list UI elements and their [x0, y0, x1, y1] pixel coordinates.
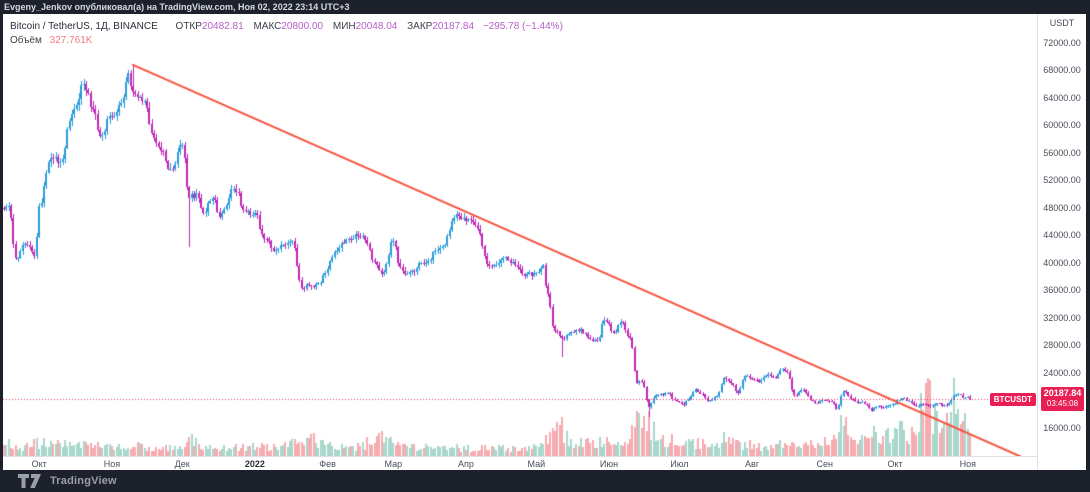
price-tick-label: 40000.00 — [1043, 257, 1081, 268]
symbol-price-flag-text: BTCUSDT — [993, 395, 1032, 404]
tradingview-logo-text: TradingView — [50, 475, 117, 487]
time-tick-label: Мар — [384, 459, 403, 469]
time-tick-label: Сен — [816, 459, 834, 469]
time-tick-label: Ноя — [103, 459, 121, 469]
time-tick-label: Окт — [31, 459, 47, 469]
time-axis[interactable]: Окт Ноя Дек 2022 Фев Мар Апр Май Июн Июл Авг Сен Окт… — [3, 456, 1037, 470]
low-label: МИН — [332, 21, 356, 32]
open-value: 20482.81 — [201, 21, 244, 32]
high-label: МАКС — [253, 21, 282, 32]
last-price-value: 20187.84 — [1043, 388, 1082, 398]
last-price-tag: 20187.84 03:45:08 — [1041, 387, 1084, 411]
symbol-title[interactable]: Bitcoin / TetherUS, 1Д, BINANCE — [10, 21, 158, 32]
change-value: −295.78 (−1.44%) — [482, 21, 563, 32]
price-tick-label: 72000.00 — [1043, 37, 1081, 48]
low-value: 20048.04 — [355, 21, 398, 32]
chart-legend: Bitcoin / TetherUS, 1Д, BINANCE ОТКР2048… — [10, 20, 563, 48]
tradingview-logo[interactable]: TradingView — [18, 474, 117, 488]
time-tick-label: Апр — [458, 459, 474, 469]
price-tick-label: 36000.00 — [1043, 285, 1081, 296]
price-tick-label: 32000.00 — [1043, 312, 1081, 323]
candle-countdown: 03:45:08 — [1046, 399, 1079, 408]
time-tick-label: Фев — [319, 459, 336, 469]
legend-symbol-row: Bitcoin / TetherUS, 1Д, BINANCE ОТКР2048… — [10, 20, 563, 34]
price-tick-label: 48000.00 — [1043, 202, 1081, 213]
time-tick-label: Дек — [174, 459, 190, 469]
price-tick-label: 68000.00 — [1043, 65, 1081, 76]
symbol-price-flag: BTCUSDT — [989, 393, 1036, 406]
close-label: ЗАКР — [407, 21, 433, 32]
price-tick-label: 24000.00 — [1043, 367, 1081, 378]
volume-label[interactable]: Объём — [10, 35, 42, 46]
tradingview-logo-icon — [18, 474, 41, 488]
price-tick-label: 44000.00 — [1043, 230, 1081, 241]
attribution-text: Evgeny_Jenkov опубликовал(а) на TradingV… — [4, 2, 350, 12]
price-axis-currency-label: USDT — [1049, 18, 1075, 28]
close-value: 20187.84 — [432, 21, 475, 32]
open-label: ОТКР — [175, 21, 202, 32]
price-chart-canvas[interactable] — [3, 14, 1037, 456]
volume-value: 327.761K — [49, 35, 93, 46]
time-tick-label: Май — [527, 459, 546, 469]
price-axis[interactable]: USDT 72000.00 68000.00 64000.00 60000.00 560… — [1037, 14, 1086, 470]
time-tick-label: Июл — [670, 459, 689, 469]
price-tick-label: 64000.00 — [1043, 92, 1081, 103]
time-tick-label: Ноя — [959, 459, 976, 469]
time-tick-label: Июн — [599, 459, 619, 469]
time-tick-label: Авг — [745, 459, 760, 469]
price-tick-label: 16000.00 — [1043, 422, 1081, 433]
price-tick-label: 60000.00 — [1043, 120, 1081, 131]
attribution-bar: Evgeny_Jenkov опубликовал(а) на TradingV… — [0, 0, 1090, 14]
time-tick-label: Окт — [887, 459, 903, 469]
high-value: 20800.00 — [281, 21, 324, 32]
chart-frame: Bitcoin / TetherUS, 1Д, BINANCE ОТКР2048… — [3, 14, 1086, 470]
time-tick-label: 2022 — [244, 459, 265, 469]
price-tick-label: 28000.00 — [1043, 340, 1081, 351]
price-tick-label: 56000.00 — [1043, 147, 1081, 158]
price-tick-label: 52000.00 — [1043, 175, 1081, 186]
footer-bar: TradingView — [0, 470, 1090, 492]
legend-volume-row: Объём 327.761K — [10, 34, 563, 48]
